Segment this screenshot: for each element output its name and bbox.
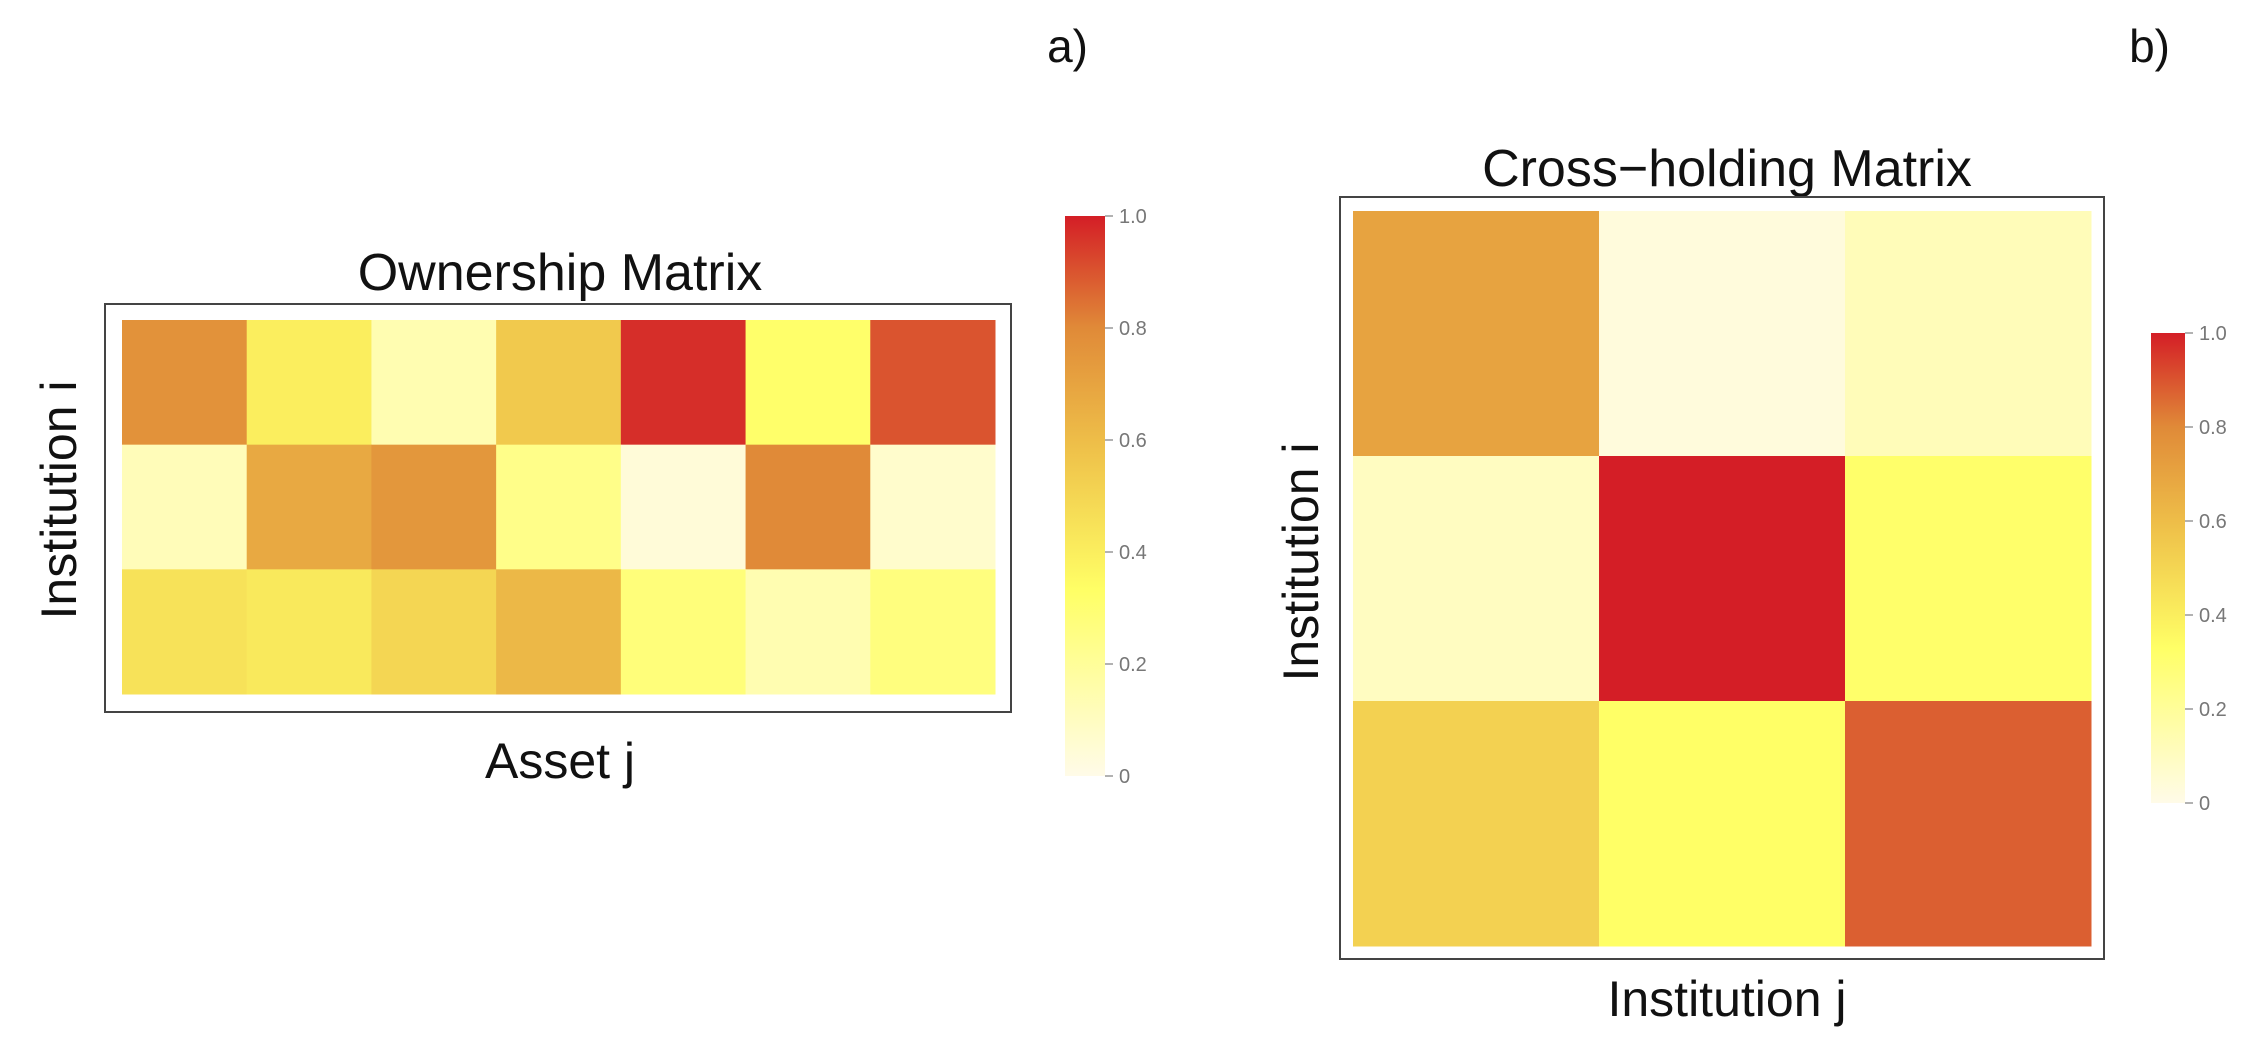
ownership-cell-r2-c3 xyxy=(371,444,497,570)
ownership-cell-r1-c4 xyxy=(496,320,622,446)
ownership-y-axis-label: Institution i xyxy=(31,380,87,619)
panel-label-b: b) xyxy=(2129,20,2170,72)
crossholding-colorbar-tick-label: 1.0 xyxy=(2199,323,2227,345)
ownership-cell-r3-c1 xyxy=(122,569,248,695)
crossholding-cell-r1-c2 xyxy=(1599,211,1846,457)
crossholding-colorbar-tick-label: 0.2 xyxy=(2199,699,2227,721)
crossholding-cell-r3-c2 xyxy=(1599,701,1846,947)
ownership-cell-r3-c7 xyxy=(870,569,996,695)
ownership-cell-r2-c6 xyxy=(745,444,871,570)
crossholding-colorbar-tick-label: 0.8 xyxy=(2199,417,2227,439)
panel-b: b) Cross−holding Matrix Institution j In… xyxy=(1273,20,2227,1027)
ownership-cell-r2-c2 xyxy=(246,444,372,570)
ownership-cell-r3-c2 xyxy=(246,569,372,695)
ownership-cell-r1-c3 xyxy=(371,320,497,446)
ownership-cell-r1-c7 xyxy=(870,320,996,446)
ownership-colorbar-ticks: 0 0.2 0.4 0.6 0.8 1.0 xyxy=(1105,206,1147,788)
ownership-cell-r2-c5 xyxy=(620,444,747,570)
crossholding-cell-r3-c1 xyxy=(1353,701,1600,947)
ownership-cell-r3-c5 xyxy=(620,569,747,695)
crossholding-chart-title: Cross−holding Matrix xyxy=(1482,140,1972,198)
crossholding-cell-r1-c3 xyxy=(1845,211,2092,457)
ownership-colorbar-tick-label: 1.0 xyxy=(1119,206,1147,228)
crossholding-cell-r2-c2 xyxy=(1599,456,1846,702)
crossholding-heatmap-cells xyxy=(1353,211,2092,947)
ownership-cell-r2-c4 xyxy=(496,444,622,570)
ownership-cell-r1-c6 xyxy=(745,320,871,446)
ownership-colorbar xyxy=(1065,216,1105,776)
ownership-heatmap-cells xyxy=(122,320,996,695)
crossholding-x-axis-label: Institution j xyxy=(1607,971,1846,1027)
ownership-chart-title: Ownership Matrix xyxy=(358,244,763,302)
ownership-colorbar-tick-label: 0 xyxy=(1119,766,1130,788)
crossholding-plot-frame xyxy=(1339,196,2105,960)
ownership-colorbar-tick-label: 0.2 xyxy=(1119,654,1147,676)
panel-a: a) Ownership Matrix Asset j Institution … xyxy=(31,20,1147,789)
ownership-cell-r1-c2 xyxy=(246,320,372,446)
ownership-colorbar-tick-label: 0.8 xyxy=(1119,318,1147,340)
ownership-cell-r3-c6 xyxy=(745,569,871,695)
crossholding-cell-r2-c1 xyxy=(1353,456,1600,702)
crossholding-cell-r2-c3 xyxy=(1845,456,2092,702)
crossholding-y-axis-label: Institution i xyxy=(1273,442,1329,681)
crossholding-colorbar-ticks: 0 0.2 0.4 0.6 0.8 1.0 xyxy=(2185,323,2227,815)
ownership-x-axis-label: Asset j xyxy=(485,733,635,789)
ownership-cell-r2-c1 xyxy=(122,444,248,570)
crossholding-colorbar xyxy=(2151,333,2185,803)
crossholding-cell-r1-c1 xyxy=(1353,211,1600,457)
crossholding-colorbar-tick-label: 0.4 xyxy=(2199,605,2227,627)
panel-label-a: a) xyxy=(1047,20,1088,72)
ownership-cell-r1-c5 xyxy=(620,320,747,446)
ownership-cell-r2-c7 xyxy=(870,444,996,570)
ownership-colorbar-tick-label: 0.6 xyxy=(1119,430,1147,452)
ownership-cell-r1-c1 xyxy=(122,320,248,446)
ownership-plot-frame xyxy=(104,303,1012,713)
ownership-colorbar-tick-label: 0.4 xyxy=(1119,542,1147,564)
ownership-cell-r3-c4 xyxy=(496,569,622,695)
ownership-cell-r3-c3 xyxy=(371,569,497,695)
crossholding-cell-r3-c3 xyxy=(1845,701,2092,947)
crossholding-colorbar-tick-label: 0 xyxy=(2199,793,2210,815)
crossholding-colorbar-tick-label: 0.6 xyxy=(2199,511,2227,533)
